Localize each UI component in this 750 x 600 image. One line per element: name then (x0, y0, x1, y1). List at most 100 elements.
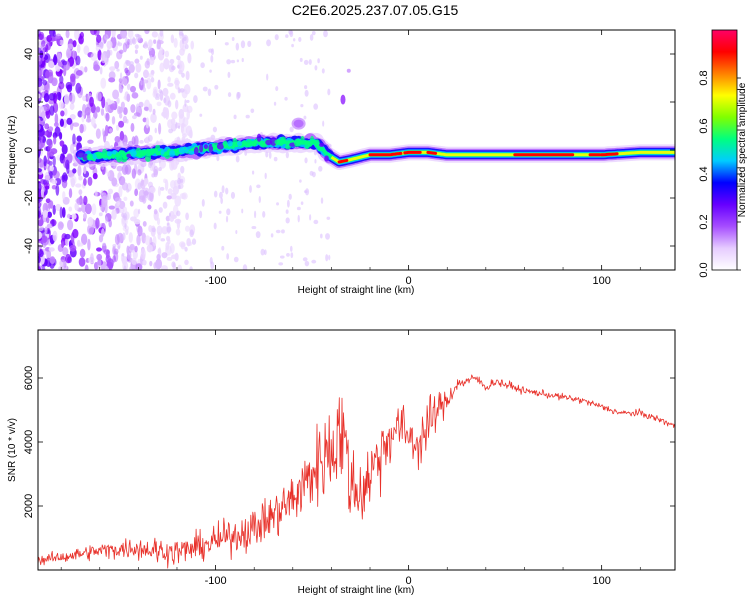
spectrogram-x-tick-label: 0 (406, 275, 412, 287)
spectrogram-noise-cell (104, 53, 109, 58)
spectrogram-ridge-cell (188, 150, 195, 155)
spectrogram-noise-cell (273, 156, 278, 162)
spectrogram-noise-cell (220, 197, 223, 205)
spectrogram-noise-cell (235, 229, 238, 235)
spectrogram-noise-cell (160, 238, 166, 242)
spectrogram-ridge-cell (116, 154, 122, 163)
spectrogram-noise-cell (285, 151, 289, 159)
spectrogram-noise-cell (161, 252, 168, 259)
spectrogram-noise-cell (111, 209, 117, 220)
spectrogram-noise-cell (128, 232, 133, 243)
spectrogram-noise-cell (80, 233, 88, 245)
spectrogram-noise-cell (314, 159, 317, 164)
spectrogram-noise-cell (65, 48, 72, 59)
spectrogram-noise-cell (167, 188, 173, 195)
spectrogram-noise-cell (44, 123, 50, 130)
spectrogram-noise-cell (134, 49, 138, 54)
spectrogram-noise-cell (43, 155, 47, 167)
colorbar-tick-label: 0.0 (698, 262, 710, 277)
spectrogram-noise-cell (100, 77, 107, 89)
spectrogram-noise-cell (187, 52, 192, 64)
spectrogram-noise-cell (140, 248, 146, 260)
spectrogram-noise-cell (322, 120, 325, 127)
spectrogram-noise-cell (40, 43, 47, 52)
spectrogram-noise-cell (69, 102, 75, 111)
spectrogram-noise-cell (147, 204, 152, 210)
snr-axes: -100 0 100 2000 4000 6000 (23, 330, 675, 587)
spectrogram-noise-cell (147, 73, 154, 78)
spectrogram-noise-cell (46, 249, 52, 261)
spectrogram-noise-cell (134, 44, 139, 49)
spectrogram-ridge-cell (232, 137, 238, 147)
spectrogram-noise-cell (83, 212, 87, 220)
spectrogram-noise-cell (90, 252, 94, 263)
spectrogram-ridge-cell (280, 136, 287, 145)
spectrogram-noise-cell (158, 207, 163, 213)
spectrogram-ridge-cell (260, 142, 268, 148)
spectrogram-noise-cell (153, 208, 158, 215)
spectrogram-noise-cell (323, 30, 328, 38)
spectrogram-ridge-cell (314, 139, 320, 148)
spectrogram-noise-cell (249, 185, 252, 193)
spectrogram-noise-cell (171, 261, 176, 268)
spectrogram-noise-cell (76, 197, 84, 206)
spectrogram-noise-cell (213, 190, 218, 198)
spectrogram-noise-cell (45, 216, 50, 224)
spectrogram-noise-cell (314, 65, 318, 71)
spectrogram-noise-cell (231, 37, 235, 41)
spectrogram-noise-cell (67, 219, 74, 231)
spectrogram-noise-cell (38, 265, 41, 270)
spectrogram-noise-cell (106, 171, 111, 177)
spectrogram-noise-cell (69, 175, 77, 185)
spectrogram-noise-cell (125, 118, 129, 124)
spectrogram-noise-cell (59, 259, 66, 268)
spectrogram-noise-cell (135, 263, 143, 270)
spectrogram-ridge-cell (184, 148, 189, 153)
spectrogram-noise-cell (89, 96, 94, 107)
spectrogram-noise-cell (309, 214, 312, 221)
spectrogram-noise-cell (299, 57, 303, 63)
spectrogram-noise-cell (241, 57, 244, 63)
spectrogram-noise-cell (129, 243, 135, 251)
spectrogram-noise-cell (297, 214, 300, 223)
spectrogram-noise-cell (270, 233, 274, 238)
spectrogram-noise-cell (38, 93, 41, 99)
spectrogram-noise-cell (129, 61, 134, 66)
spectrogram-noise-cell (134, 245, 138, 253)
spectrogram-noise-cell (116, 165, 123, 172)
spectrogram-noise-cell (46, 35, 52, 43)
spectrogram-ridge-cell (120, 154, 128, 163)
spectrogram-noise-cell (63, 93, 70, 105)
spectrogram-noise-cell (107, 188, 114, 195)
spectrogram-noise-cell (166, 256, 173, 262)
spectrogram-noise-cell (101, 195, 108, 208)
spectrogram-noise-cell (87, 216, 94, 227)
spectrogram-noise-cell (134, 72, 139, 79)
spectrogram-noise-cell (210, 55, 214, 63)
snr-marks (38, 374, 675, 569)
snr-x-tick-label: 100 (592, 575, 610, 587)
spectrogram-noise-cell (117, 245, 121, 249)
spectrogram-ridge-cell (102, 148, 108, 157)
colorbar-tick-label: 0.8 (698, 70, 710, 85)
colorbar-gradient (711, 29, 738, 271)
spectrogram-noise-cell (183, 84, 191, 95)
spectrogram-noise-cell (52, 155, 56, 167)
spectrogram-noise-cell (291, 43, 294, 48)
spectrogram-noise-cell (241, 208, 244, 214)
spectrogram-noise-cell (268, 151, 272, 159)
spectrogram-noise-cell (184, 99, 187, 107)
spectrogram-noise-cell (127, 30, 134, 39)
spectrogram-noise-cell (134, 58, 140, 64)
spectrogram-noise-cell (83, 178, 87, 186)
spectrogram-ridge-cell (256, 133, 262, 142)
spectrogram-noise-cell (51, 77, 58, 87)
spectrogram-noise-cell (275, 229, 281, 234)
spectrogram-noise-cell (135, 103, 140, 111)
spectrogram-noise-cell (44, 226, 48, 234)
spectrogram-ridge-cell (160, 149, 165, 155)
spectrogram-noise-cell (235, 155, 240, 163)
spectrogram-noise-cell (75, 55, 81, 66)
spectrogram-ridge-cell (199, 144, 204, 153)
snr-y-tick-label: 6000 (23, 366, 35, 390)
